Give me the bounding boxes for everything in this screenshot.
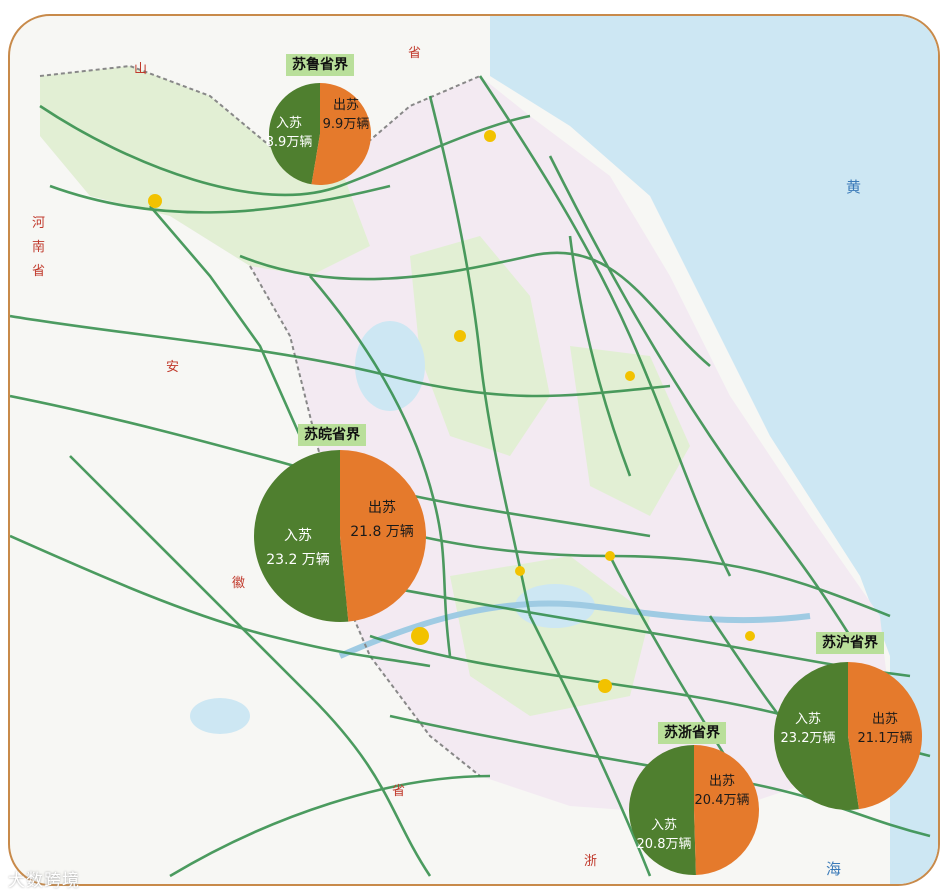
wan-in-text: 入苏	[284, 528, 312, 544]
region-south	[450, 556, 650, 716]
lu-out-text: 出苏	[332, 98, 359, 113]
wan-out-value: 21.8 万辆	[350, 524, 414, 540]
watermark: 大数跨境	[8, 871, 80, 891]
sea-area	[490, 16, 938, 884]
lake	[355, 321, 425, 411]
map-frame: 山 省 河 南 省 安 徽 省 浙 黄 海 苏鲁省界 苏皖省界 苏沪省界 苏浙省…	[8, 14, 940, 886]
map-label-he: 河	[32, 216, 46, 231]
wan-in-value: 23.2 万辆	[266, 552, 330, 568]
hu-out-value: 21.1万辆	[857, 731, 913, 746]
border-tag-hu: 苏沪省界	[816, 632, 884, 654]
hu-in-label: 入苏 23.2万辆	[772, 710, 844, 748]
wan-in-label: 入苏 23.2 万辆	[258, 524, 338, 572]
pie-slice-in-lu	[269, 83, 320, 185]
map-label-zhe: 浙	[584, 854, 598, 869]
hu-in-text: 入苏	[794, 712, 821, 727]
map-label-hui: 徽	[232, 576, 246, 591]
map-label-sheng-bottom: 省	[392, 784, 406, 799]
map-label-hai: 海	[826, 860, 842, 878]
hu-in-value: 23.2万辆	[780, 731, 836, 746]
pie-slice-out-zhe	[694, 745, 760, 875]
lu-in-label: 入苏 8.9万辆	[262, 114, 316, 152]
pie-layer	[253, 83, 923, 875]
pie-slice-in-zhe	[629, 745, 696, 875]
base-map	[10, 16, 938, 884]
lu-in-value: 8.9万辆	[265, 135, 313, 150]
hu-out-text: 出苏	[871, 712, 898, 727]
map-label-shan: 山	[134, 62, 148, 77]
pie-slice-out-hu	[848, 662, 923, 810]
zhe-in-value: 20.8万辆	[636, 837, 692, 852]
city-markers	[148, 130, 755, 693]
zhe-out-text: 出苏	[708, 774, 735, 789]
pie-slice-out-lu	[311, 83, 371, 185]
river	[338, 600, 811, 659]
pie-slice-out-wan	[340, 450, 426, 622]
zhe-out-value: 20.4万辆	[694, 793, 750, 808]
wan-in-line: 入苏	[258, 524, 338, 548]
zhe-out-label: 出苏 20.4万辆	[688, 772, 756, 810]
pie-slice-in-wan	[253, 450, 349, 622]
map-label-sheng-top: 省	[408, 46, 422, 61]
lu-out-label: 出苏 9.9万辆	[316, 96, 376, 134]
border-tag-lu: 苏鲁省界	[286, 54, 354, 76]
hu-out-label: 出苏 21.1万辆	[848, 710, 922, 748]
wan-out-text: 出苏	[368, 500, 396, 516]
wan-out-label: 出苏 21.8 万辆	[344, 496, 420, 544]
province-border	[39, 64, 481, 168]
zhe-in-text: 入苏	[650, 818, 677, 833]
pie-slice-in-hu	[774, 662, 859, 810]
map-label-huang: 黄	[846, 178, 862, 196]
border-tag-zhe: 苏浙省界	[658, 722, 726, 744]
region-north	[40, 66, 370, 276]
lu-in-text: 入苏	[275, 116, 302, 131]
map-label-sheng-left: 省	[32, 264, 46, 279]
lake	[190, 698, 250, 734]
lu-out-value: 9.9万辆	[322, 117, 370, 132]
map-label-an: 安	[166, 360, 180, 375]
border-tag-wan: 苏皖省界	[298, 424, 366, 446]
map-label-nan: 南	[32, 240, 46, 255]
zhe-in-label: 入苏 20.8万辆	[628, 816, 700, 854]
